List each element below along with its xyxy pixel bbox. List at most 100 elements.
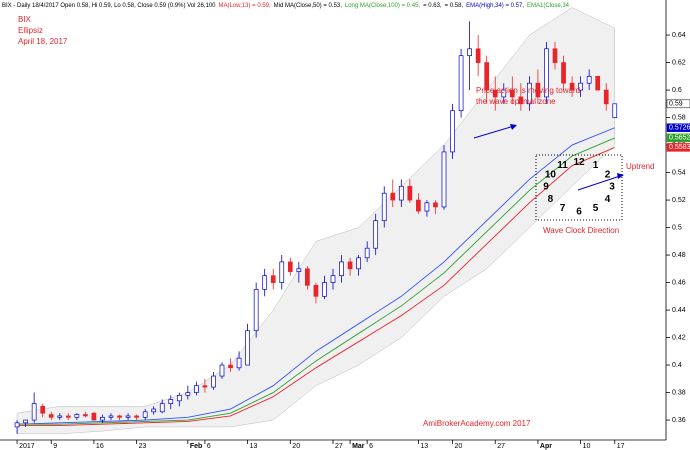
x-tick-label: Apr <box>540 443 552 450</box>
candle-body <box>270 275 276 283</box>
candle-body <box>245 330 250 366</box>
candle-body <box>185 392 191 396</box>
clock-number: 3 <box>609 182 615 193</box>
candle-body <box>416 199 421 212</box>
y-tick-label: 0.42 <box>672 334 686 341</box>
candle-body <box>603 89 609 105</box>
x-tick-label: 9 <box>53 443 57 450</box>
clock-number: 10 <box>545 169 557 180</box>
price-tag-label: 0.56522 <box>669 135 690 142</box>
candle-body <box>433 202 438 208</box>
candle-body <box>287 261 293 272</box>
arrow-head <box>510 124 517 130</box>
candle-body <box>441 151 447 208</box>
y-tick-label: 0.6 <box>672 87 682 94</box>
candle-body <box>48 414 54 418</box>
candle-body <box>65 415 71 418</box>
x-tick-label: 10 <box>583 443 591 450</box>
header-part: = 0.58, <box>445 3 464 9</box>
candle-body <box>475 48 481 63</box>
candle-body <box>262 275 268 290</box>
candle-body <box>14 422 20 428</box>
x-tick-label: 23 <box>139 443 147 450</box>
candle-body <box>561 62 566 84</box>
candle-body <box>219 364 225 377</box>
y-tick-label: 0.5 <box>672 224 682 231</box>
y-tick-label: 0.62 <box>672 59 686 66</box>
clock-number: 1 <box>593 160 599 171</box>
ema-line <box>17 146 615 427</box>
header-part: = 0.63, <box>423 3 442 9</box>
x-tick-label: 17 <box>617 443 625 450</box>
candle-body <box>202 385 208 388</box>
ema-line <box>17 137 615 425</box>
price-tag-label: 0.5583 <box>669 144 690 151</box>
clock-box <box>535 154 623 221</box>
price-tag <box>666 123 690 132</box>
clock-number: 8 <box>548 194 554 205</box>
clock-number: 2 <box>605 169 611 180</box>
clock-label: Uptrend <box>626 162 654 171</box>
candle-body <box>544 48 549 98</box>
y-tick-label: 0.58 <box>672 114 686 121</box>
candle-body <box>398 185 404 201</box>
candle-body <box>347 261 353 270</box>
candle-body <box>91 412 97 421</box>
x-tick-label: 13 <box>420 443 428 450</box>
clock-number: 12 <box>573 157 585 168</box>
y-tick-label: 0.64 <box>672 32 686 39</box>
y-tick-label: 0.54 <box>672 169 686 176</box>
candle-body <box>450 110 455 153</box>
candle-body <box>194 385 199 393</box>
candle-body <box>74 414 80 418</box>
x-tick-label: 6 <box>369 443 373 450</box>
header-part: EMA(High,34) = 0.57, <box>466 3 524 9</box>
candle-body <box>458 55 464 112</box>
candle-body <box>569 82 575 91</box>
y-tick-label: 0.4 <box>672 362 682 369</box>
candle-body <box>134 415 139 418</box>
candle-body <box>330 275 336 283</box>
candle-body <box>424 202 430 212</box>
x-tick-label: 13 <box>250 443 258 450</box>
candle-body <box>356 257 361 270</box>
header-part: MA(Low,13) = 0.59, <box>218 3 271 9</box>
clock-number: 9 <box>543 182 549 193</box>
arrow <box>473 125 515 139</box>
candle-body <box>501 89 507 98</box>
price-tag <box>666 143 690 152</box>
clock-number: 11 <box>557 160 568 171</box>
x-tick-label: 27 <box>335 443 343 450</box>
arrow-head <box>617 173 624 179</box>
candle-body <box>253 289 259 332</box>
candle-body <box>390 192 396 201</box>
candle-body <box>313 284 319 297</box>
price-tag <box>666 99 690 109</box>
candle-body <box>117 415 122 418</box>
y-tick-label: 0.46 <box>672 279 686 286</box>
x-tick-label: Feb <box>190 443 202 450</box>
candle-body <box>578 82 583 91</box>
candle-body <box>57 415 63 418</box>
candle-body <box>492 89 498 98</box>
header-part: Long MA(Close,100) = 0.45, <box>345 3 421 9</box>
header-part: BIX - Daily 18/4/2017 Open 0.58, Hi 0.59… <box>2 3 216 9</box>
x-tick-label: 20 <box>455 443 463 450</box>
ema-line <box>17 127 615 425</box>
candle-body <box>296 268 302 272</box>
x-tick-label: Mar <box>352 443 365 450</box>
price-tag-label: 0.57262 <box>669 125 690 132</box>
x-tick-label: 2017 <box>19 443 35 450</box>
y-tick-label: 0.52 <box>672 197 686 204</box>
y-tick-label: 0.48 <box>672 252 686 259</box>
candle-body <box>381 192 387 222</box>
candle-body <box>236 357 242 369</box>
plot <box>14 7 618 435</box>
candle-body <box>305 268 310 286</box>
candle-body <box>509 89 515 98</box>
y-tick-label: 0.44 <box>672 307 686 314</box>
candle-body <box>552 48 558 63</box>
candle-body <box>23 419 28 424</box>
